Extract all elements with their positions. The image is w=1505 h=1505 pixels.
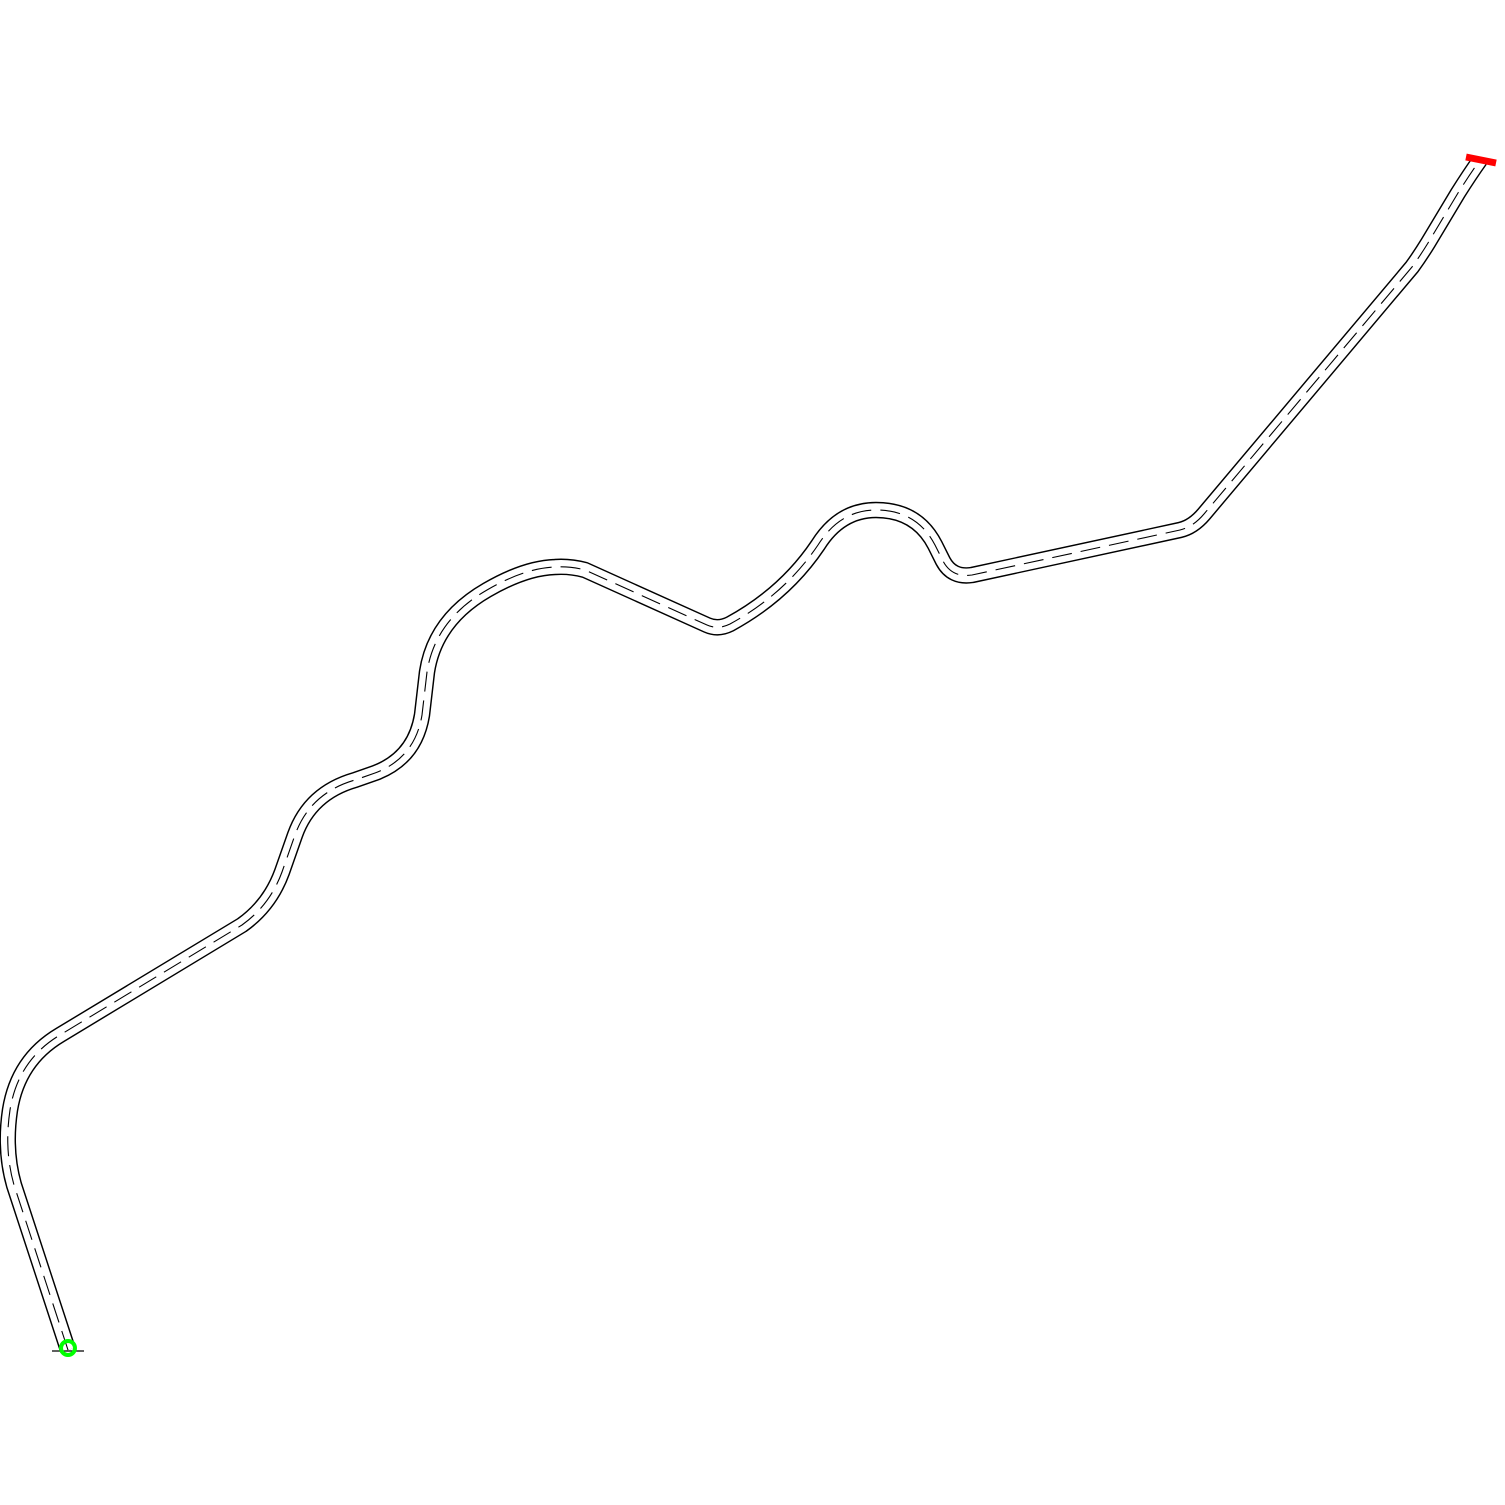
finish-line-icon xyxy=(1465,153,1497,167)
start-circle-icon xyxy=(59,1339,77,1357)
road-centerline xyxy=(7,159,1481,1351)
start-marker xyxy=(52,1339,84,1357)
road xyxy=(0,155,1487,1353)
end-marker xyxy=(1465,153,1497,167)
